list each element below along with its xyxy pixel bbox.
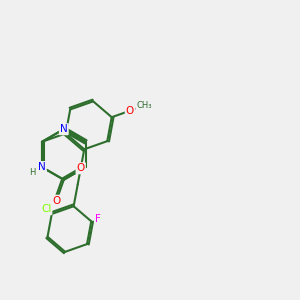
Text: O: O <box>52 196 61 206</box>
Text: Cl: Cl <box>41 204 51 214</box>
Text: N: N <box>38 162 46 172</box>
Text: O: O <box>126 106 134 116</box>
Text: H: H <box>29 168 35 177</box>
Text: F: F <box>95 214 101 224</box>
Text: CH₃: CH₃ <box>136 101 152 110</box>
Text: O: O <box>76 163 85 173</box>
Text: N: N <box>60 124 68 134</box>
